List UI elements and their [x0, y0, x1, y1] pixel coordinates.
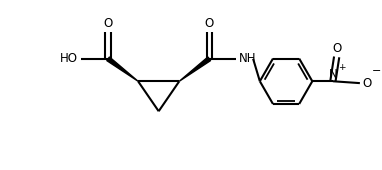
Text: O: O	[362, 77, 371, 90]
Text: O: O	[104, 17, 113, 30]
Text: O: O	[205, 17, 214, 30]
Polygon shape	[107, 57, 138, 81]
Text: NH: NH	[239, 52, 256, 65]
Text: −: −	[372, 66, 381, 76]
Text: O: O	[332, 42, 341, 55]
Text: HO: HO	[60, 52, 78, 65]
Text: +: +	[338, 63, 346, 72]
Polygon shape	[179, 57, 210, 81]
Text: N: N	[329, 67, 337, 81]
